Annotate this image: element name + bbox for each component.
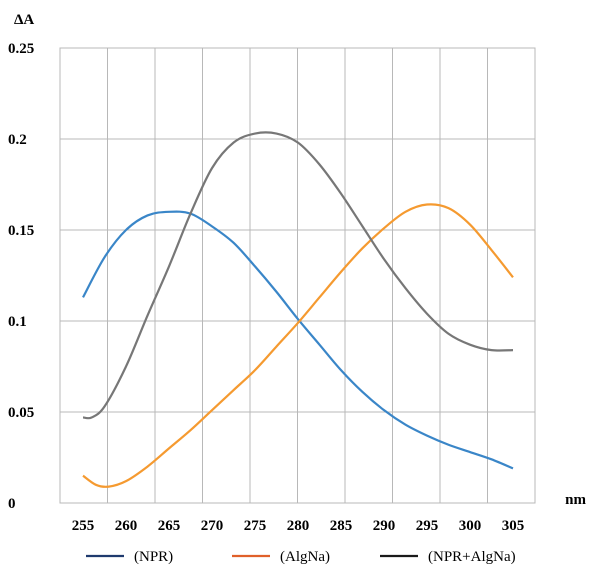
y-tick-label: 0.2 [8,132,27,148]
y-tick-label: 0 [8,496,16,512]
x-tick-labels: 255 260 265 270 275 280 285 290 295 300 305 [72,518,525,534]
x-tick-label: 285 [330,518,353,534]
x-tick-label: 270 [201,518,224,534]
legend-label: (NPR) [134,549,173,565]
y-tick-label: 0.25 [8,41,34,57]
x-tick-label: 255 [72,518,95,534]
y-tick-label: 0.15 [8,223,34,239]
y-tick-label: 0.1 [8,314,27,330]
x-tick-label: 260 [115,518,138,534]
x-tick-label: 295 [416,518,439,534]
grid [59,47,536,504]
x-tick-label: 265 [158,518,181,534]
series-line-2 [82,203,514,488]
legend-label: (AlgNa) [280,549,330,565]
x-tick-label: 305 [502,518,525,534]
x-tick-label: 275 [244,518,267,534]
y-tick-labels: 0 0.05 0.1 0.15 0.2 0.25 [8,41,34,512]
x-tick-label: 280 [287,518,310,534]
x-tick-label: 300 [459,518,482,534]
series-lines [82,131,514,488]
x-axis-label: nm [565,492,586,508]
series-line-1 [82,210,514,470]
y-tick-label: 0.05 [8,405,34,421]
legend-label: (NPR+AlgNa) [428,549,516,565]
legend: (NPR) (AlgNa) (NPR+AlgNa) [86,549,516,565]
series-line-3 [82,131,514,420]
y-axis-label: ΔA [14,12,34,28]
x-tick-label: 290 [373,518,396,534]
